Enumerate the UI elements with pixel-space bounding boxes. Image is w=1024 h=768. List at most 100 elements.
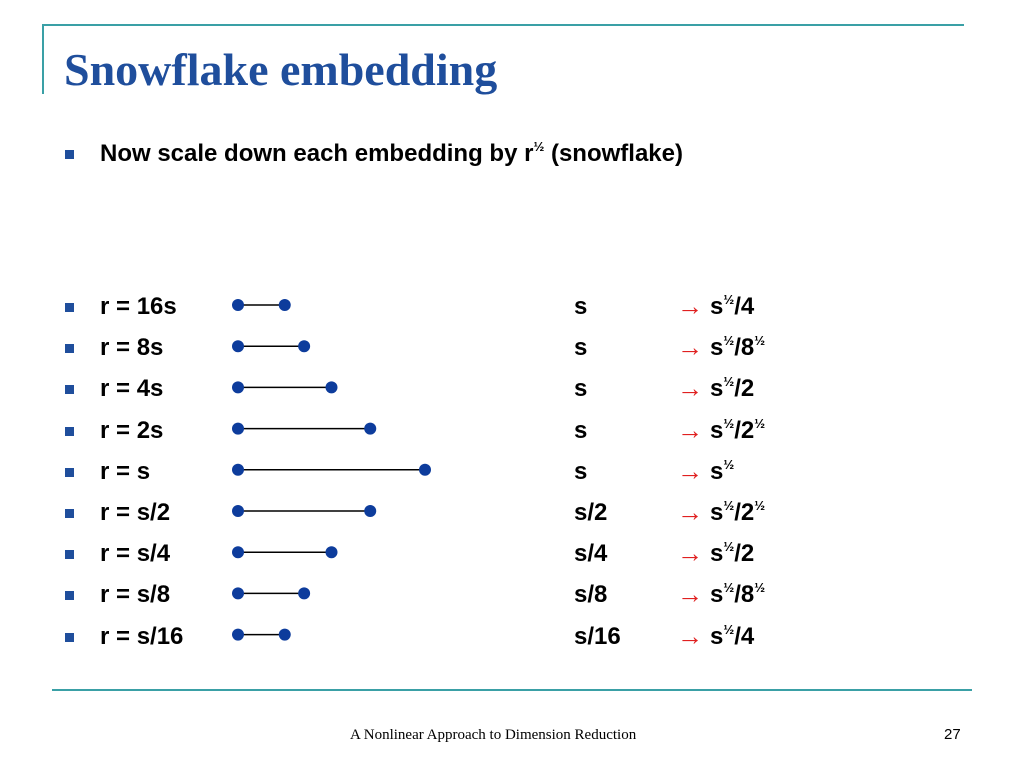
bullet-square [65, 591, 74, 601]
radius-label: r = 4s [100, 375, 164, 403]
result-part: /8 [734, 581, 755, 609]
exponent: ½ [723, 292, 735, 307]
arrow-right-icon: → [677, 332, 703, 363]
radius-label: r = 16s [100, 293, 177, 320]
result-part: /4 [734, 293, 755, 320]
segment-start-dot [232, 381, 244, 394]
result-part: s [710, 622, 724, 650]
segment-start-dot [232, 340, 244, 353]
bullet-square [65, 632, 74, 642]
distance-label: s/16 [574, 622, 621, 650]
exponent: ½ [723, 621, 735, 637]
top-rule [42, 24, 964, 26]
intro-text: Now scale down each embedding by r½ (sno… [100, 139, 683, 171]
segment-start-dot [232, 299, 244, 311]
footer-rule [52, 689, 972, 691]
segment-end-dot [419, 463, 431, 476]
bullet-square [65, 344, 74, 354]
arrow-right-icon: → [677, 455, 703, 486]
exponent: ½ [754, 580, 766, 596]
segment-end-dot [364, 422, 377, 435]
intro-suffix: (snowflake) [544, 140, 683, 167]
arrow-right-icon: → [677, 373, 703, 404]
page-number: 27 [944, 726, 961, 743]
arrow-right-icon: → [677, 579, 703, 610]
result-part: s [710, 293, 724, 320]
scaled-distance: s½/2 [710, 374, 755, 406]
exponent: ½ [723, 580, 735, 596]
radius-label: r = 2s [100, 416, 164, 444]
segment-end-dot [298, 587, 311, 600]
arrow-right-icon: → [677, 538, 703, 569]
segment-end-dot [278, 299, 291, 311]
bullet-square [65, 426, 74, 436]
segment-start-dot [232, 505, 244, 517]
intro-prefix: Now scale down each embedding by r [100, 140, 534, 167]
exponent: ½ [754, 498, 766, 513]
result-part: /2 [734, 540, 755, 568]
segment-end-dot [278, 628, 291, 641]
segment-end-dot [364, 505, 377, 517]
distance-label: s [574, 293, 588, 320]
scaled-distance: s½/2 [710, 539, 755, 571]
arrow-right-icon: → [677, 414, 703, 445]
result-part: s [710, 499, 724, 526]
result-part: s [710, 375, 724, 403]
bullet-square [65, 550, 74, 560]
exponent: ½ [754, 415, 766, 431]
scaled-distance: s½/8½ [710, 580, 766, 612]
radius-label: r = s/8 [100, 581, 171, 609]
result-part: /2 [734, 499, 755, 526]
intro-exponent: ½ [533, 139, 545, 154]
bullet-square [65, 150, 74, 159]
result-part: s [710, 540, 724, 568]
result-part: s [710, 457, 724, 485]
scaled-distance: s½/4 [710, 292, 755, 324]
segment-end-dot [298, 340, 311, 353]
footer-text: A Nonlinear Approach to Dimension Reduct… [350, 727, 637, 743]
exponent: ½ [723, 333, 735, 349]
bullet-square [65, 509, 74, 518]
segment-end-dot [325, 381, 338, 394]
distance-label: s/2 [574, 499, 608, 526]
scaled-distance: s½ [710, 457, 734, 489]
segment-end-dot [325, 546, 338, 559]
bullet-square [65, 385, 74, 395]
exponent: ½ [723, 415, 735, 431]
segment-start-dot [232, 546, 244, 559]
distance-label: s [574, 457, 588, 485]
radius-label: r = s/2 [100, 499, 171, 526]
result-part: /2 [734, 375, 755, 403]
scaled-distance: s½/4 [710, 621, 755, 654]
result-part: /8 [734, 334, 755, 362]
segment-start-dot [232, 628, 244, 641]
segment-start-dot [232, 587, 244, 600]
exponent: ½ [723, 498, 735, 513]
segment-start-dot [232, 422, 244, 435]
result-part: s [710, 581, 724, 609]
left-rule [42, 24, 44, 94]
result-part: /4 [734, 622, 755, 650]
exponent: ½ [723, 374, 735, 390]
slide-title: Snowflake embedding [64, 44, 498, 95]
scaled-distance: s½/8½ [710, 333, 765, 365]
distance-label: s/8 [574, 581, 608, 609]
radius-label: r = s [100, 457, 151, 485]
radius-label: r = s/16 [100, 622, 184, 650]
distance-label: s/4 [574, 540, 608, 568]
distance-label: s [574, 334, 588, 362]
radius-label: r = 8s [100, 334, 164, 362]
radius-label: r = s/4 [100, 540, 171, 568]
scaled-distance: s½/2½ [710, 498, 766, 530]
result-part: /2 [734, 416, 755, 444]
distance-label: s [574, 375, 588, 403]
arrow-right-icon: → [677, 497, 703, 527]
distance-label: s [574, 416, 588, 444]
scaled-distance: s½/2½ [710, 415, 766, 448]
bullet-square [65, 467, 74, 477]
segment-start-dot [232, 463, 244, 476]
arrow-right-icon: → [677, 291, 703, 321]
result-part: s [710, 334, 724, 362]
exponent: ½ [723, 539, 735, 555]
